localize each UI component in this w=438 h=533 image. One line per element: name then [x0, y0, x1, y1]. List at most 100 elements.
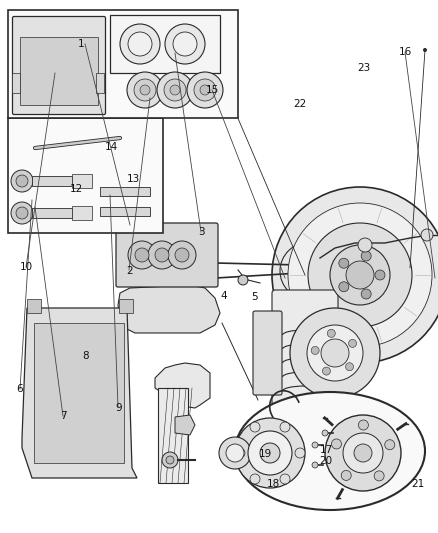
Circle shape [226, 444, 244, 462]
Text: 12: 12 [70, 184, 83, 194]
Circle shape [165, 24, 205, 64]
Text: 16: 16 [399, 47, 412, 57]
Circle shape [187, 72, 223, 108]
Circle shape [168, 241, 196, 269]
Text: 19: 19 [258, 449, 272, 459]
Circle shape [327, 329, 336, 337]
Text: 22: 22 [293, 99, 307, 109]
Polygon shape [118, 285, 220, 333]
Polygon shape [175, 415, 195, 435]
Circle shape [166, 456, 174, 464]
Circle shape [170, 85, 180, 95]
Bar [8, 118, 163, 233]
Text: 9: 9 [115, 403, 122, 413]
Circle shape [311, 346, 319, 354]
Circle shape [325, 415, 401, 491]
Bar [12, 73, 20, 93]
Bar [32, 208, 72, 218]
FancyBboxPatch shape [116, 223, 218, 287]
Circle shape [280, 474, 290, 484]
Circle shape [346, 261, 374, 289]
Circle shape [312, 462, 318, 468]
Circle shape [312, 442, 318, 448]
Circle shape [295, 448, 305, 458]
Circle shape [11, 170, 33, 192]
Text: 18: 18 [267, 479, 280, 489]
Circle shape [175, 248, 189, 262]
Circle shape [162, 452, 178, 468]
Circle shape [120, 24, 160, 64]
Circle shape [235, 448, 245, 458]
Circle shape [375, 270, 385, 280]
Text: 10: 10 [20, 262, 33, 271]
Circle shape [148, 241, 176, 269]
Text: 21: 21 [412, 479, 425, 489]
Circle shape [135, 248, 149, 262]
Text: 5: 5 [251, 293, 258, 302]
Circle shape [127, 72, 163, 108]
Bar [72, 174, 92, 188]
Circle shape [339, 282, 349, 292]
Text: 15: 15 [206, 85, 219, 94]
Bar [72, 206, 92, 220]
Circle shape [157, 72, 193, 108]
Circle shape [358, 420, 368, 430]
Circle shape [173, 32, 197, 56]
Polygon shape [22, 308, 137, 478]
Circle shape [361, 289, 371, 299]
Bar [34, 323, 124, 463]
Circle shape [339, 259, 349, 268]
Bar [100, 187, 150, 196]
Text: 4: 4 [220, 291, 227, 301]
Circle shape [332, 439, 342, 449]
Circle shape [421, 229, 433, 241]
Ellipse shape [235, 392, 425, 510]
Text: 17: 17 [320, 446, 333, 455]
Circle shape [290, 308, 380, 398]
Circle shape [361, 251, 371, 261]
Circle shape [250, 474, 260, 484]
Circle shape [260, 443, 280, 463]
Bar [20, 37, 98, 105]
Circle shape [358, 238, 372, 252]
Circle shape [200, 85, 210, 95]
Circle shape [134, 79, 156, 101]
Text: 6: 6 [16, 384, 23, 394]
Text: 13: 13 [127, 174, 140, 183]
FancyBboxPatch shape [13, 17, 106, 115]
Circle shape [16, 175, 28, 187]
Bar [110, 15, 220, 73]
Circle shape [272, 187, 438, 363]
FancyBboxPatch shape [158, 388, 188, 483]
Circle shape [280, 422, 290, 432]
Circle shape [385, 440, 395, 450]
Circle shape [322, 430, 328, 436]
Circle shape [219, 437, 251, 469]
Circle shape [248, 431, 292, 475]
Bar [119, 299, 133, 313]
Circle shape [321, 339, 349, 367]
Circle shape [330, 245, 390, 305]
Circle shape [235, 418, 305, 488]
Text: 7: 7 [60, 411, 67, 421]
Text: 23: 23 [357, 63, 370, 73]
Bar [32, 176, 72, 186]
Circle shape [341, 471, 351, 480]
Circle shape [128, 241, 156, 269]
Text: 20: 20 [320, 456, 333, 466]
Circle shape [194, 79, 216, 101]
Text: 8: 8 [82, 351, 89, 361]
Circle shape [346, 363, 353, 371]
Circle shape [11, 202, 33, 224]
Circle shape [374, 471, 384, 481]
Bar [27, 299, 41, 313]
Circle shape [308, 223, 412, 327]
Circle shape [16, 207, 28, 219]
FancyBboxPatch shape [253, 311, 282, 395]
Text: 14: 14 [105, 142, 118, 151]
Polygon shape [155, 363, 210, 408]
Text: 1: 1 [78, 39, 85, 49]
Circle shape [423, 48, 427, 52]
Circle shape [288, 203, 432, 347]
Text: 2: 2 [126, 266, 133, 276]
